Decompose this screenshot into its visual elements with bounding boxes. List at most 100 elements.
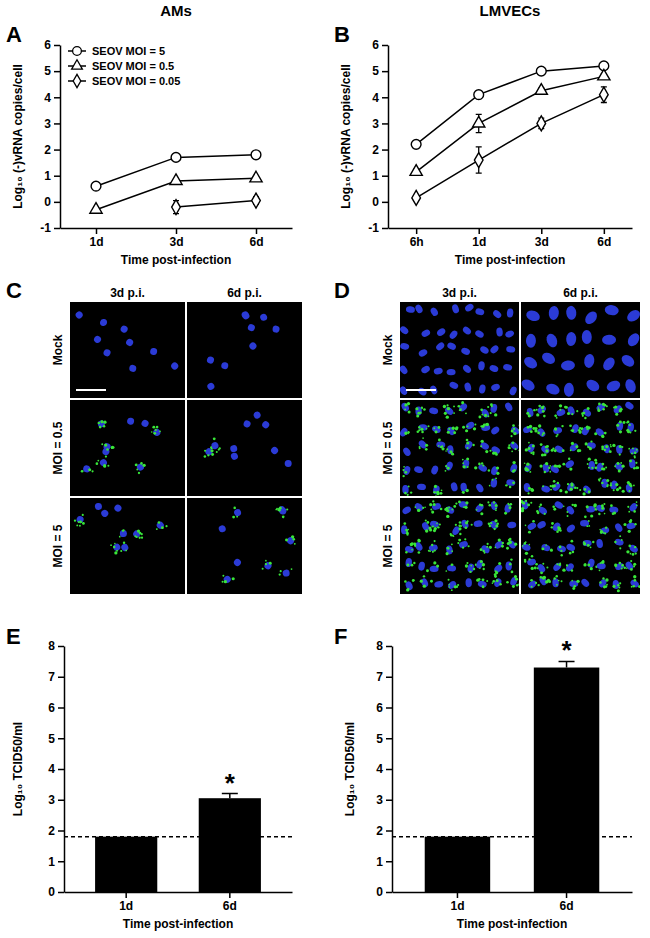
viral-antigen — [457, 405, 460, 408]
nucleus — [125, 338, 135, 348]
viral-antigen — [441, 447, 444, 450]
nucleus — [564, 383, 575, 397]
y-tick-mark — [382, 123, 388, 125]
viral-antigen — [408, 486, 410, 488]
viral-antigen — [551, 526, 553, 528]
viral-antigen — [529, 471, 531, 473]
plot-area — [64, 794, 292, 892]
nucleus — [447, 564, 457, 571]
viral-antigen — [627, 506, 629, 508]
viral-antigen — [275, 509, 277, 511]
viral-antigen — [525, 448, 528, 451]
nucleus — [83, 465, 91, 473]
viral-antigen — [601, 434, 604, 437]
x-tick: 6d — [223, 892, 237, 913]
viral-antigen — [99, 426, 102, 429]
nucleus — [399, 427, 409, 438]
viral-antigen — [599, 569, 601, 571]
nucleus — [211, 441, 220, 450]
viral-antigen — [628, 490, 630, 492]
viral-antigen — [119, 536, 121, 538]
viral-antigen — [550, 549, 553, 552]
y-axis: 012345678 — [48, 639, 64, 899]
data-point — [474, 153, 483, 168]
nucleus — [493, 563, 504, 574]
y-tick: 2 — [44, 143, 60, 157]
viral-antigen — [514, 543, 517, 546]
nucleus — [625, 483, 632, 493]
y-tick: 1 — [372, 169, 388, 183]
nucleus — [490, 425, 501, 436]
nucleus — [624, 401, 635, 411]
nucleus — [526, 334, 536, 348]
y-tick: 8 — [376, 639, 392, 653]
viral-antigen — [560, 550, 562, 552]
viral-antigen — [509, 563, 512, 566]
x-tick: 6d — [560, 892, 574, 913]
viral-antigen — [633, 585, 636, 588]
nucleus — [551, 481, 562, 492]
viral-antigen — [492, 452, 495, 455]
figure: -101234561d3d6dTime post-infectionLog₁₀ … — [0, 0, 650, 938]
viral-antigen — [605, 445, 608, 448]
y-tick-label: 2 — [372, 143, 379, 157]
viral-antigen — [514, 575, 517, 578]
viral-antigen — [552, 505, 555, 508]
legend-label: SEOV MOI = 0.5 — [92, 60, 174, 72]
y-tick: 1 — [44, 169, 60, 183]
nucleus — [536, 520, 547, 530]
bar-chart: 0123456781d6dTime post-infectionLog₁₀ TC… — [11, 639, 293, 931]
viral-antigen — [509, 503, 512, 506]
viral-antigen — [530, 502, 532, 504]
micrograph-background — [70, 302, 185, 398]
viral-antigen — [601, 482, 603, 484]
nucleus — [429, 306, 439, 317]
nucleus — [565, 543, 576, 553]
viral-antigen — [511, 441, 514, 444]
viral-antigen — [123, 542, 125, 544]
viral-antigen — [222, 575, 224, 577]
series-line — [416, 95, 604, 198]
y-tick-mark — [58, 800, 64, 802]
viral-antigen — [440, 508, 443, 511]
viral-antigen — [432, 500, 434, 502]
viral-antigen — [524, 463, 526, 465]
viral-antigen — [591, 467, 593, 469]
viral-antigen — [526, 412, 529, 415]
nucleus — [527, 579, 538, 590]
viral-antigen — [467, 447, 469, 449]
nucleus — [595, 402, 606, 412]
viral-antigen — [601, 561, 604, 564]
nucleus — [404, 580, 414, 591]
plot-area — [392, 661, 632, 892]
nucleus — [492, 309, 503, 320]
viral-antigen — [474, 466, 477, 469]
viral-antigen — [583, 412, 585, 414]
viral-antigen — [561, 580, 563, 582]
viral-antigen — [410, 543, 413, 546]
viral-antigen — [528, 447, 531, 450]
viral-antigen — [446, 404, 448, 406]
viral-antigen — [564, 406, 567, 409]
viral-antigen — [633, 510, 636, 513]
viral-antigen — [619, 430, 622, 433]
viral-antigen — [100, 420, 103, 423]
nucleus — [612, 404, 623, 415]
viral-antigen — [606, 479, 609, 482]
viral-antigen — [141, 536, 143, 538]
viral-antigen — [407, 431, 409, 433]
viral-antigen — [518, 429, 520, 431]
viral-antigen — [553, 577, 555, 579]
y-tick-mark — [382, 202, 388, 204]
micrograph — [187, 498, 302, 594]
viral-antigen — [110, 544, 112, 546]
micrograph-background — [400, 302, 519, 398]
viral-antigen — [524, 542, 526, 544]
nucleus — [490, 403, 498, 413]
viral-antigen — [619, 562, 622, 565]
viral-antigen — [600, 562, 602, 564]
viral-antigen — [630, 568, 633, 571]
nucleus — [436, 327, 447, 337]
viral-antigen — [285, 538, 288, 541]
nucleus — [610, 480, 619, 490]
